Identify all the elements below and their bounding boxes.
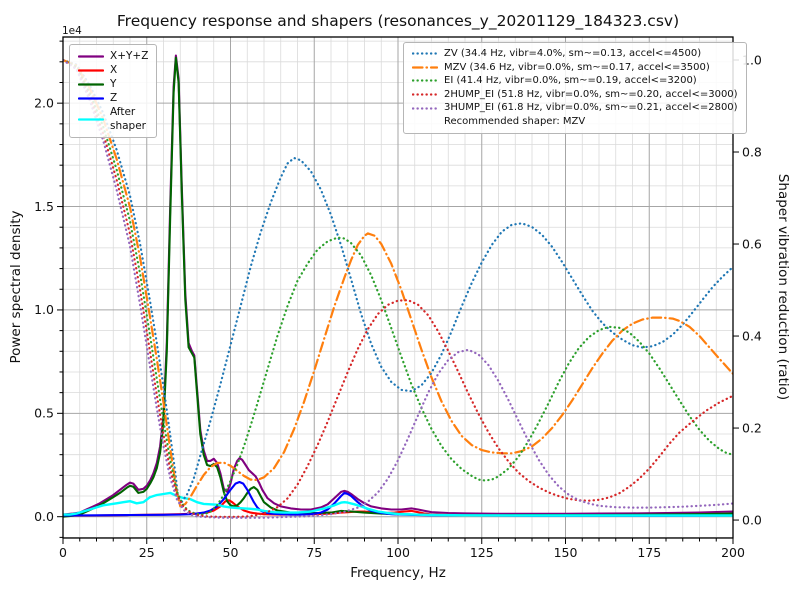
yright-tick-label: 0.2 <box>742 420 762 435</box>
x-tick-label: 25 <box>139 545 155 560</box>
yright-tick-label: 0.8 <box>742 144 762 159</box>
yright-tick-label: 0.4 <box>742 328 762 343</box>
tick-labels: 0 25 50 75 100 125 150 175 200 0.0 0.5 1.0 1.5 2.0 0.0… <box>34 52 762 560</box>
x-tick-label: 175 <box>637 545 661 560</box>
shaper-legend: ZV (34.4 Hz, vibr=4.0%, sm~=0.13, accel<… <box>403 42 747 134</box>
legend-swatch-line <box>412 66 438 69</box>
legend-item-3hump-ei: 3HUMP_EI (61.8 Hz, vibr=0.0%, sm~=0.21, … <box>412 101 738 115</box>
series-after-shaper <box>63 491 733 517</box>
x-tick-label: 50 <box>223 545 239 560</box>
legend-swatch-line <box>412 79 438 83</box>
ticks <box>57 40 739 544</box>
legend-item-x-y-z: X+Y+Z <box>78 49 148 63</box>
legend-item-label: Y <box>110 78 117 90</box>
yleft-tick-label: 2.0 <box>34 95 54 110</box>
legend-item-mzv: MZV (34.6 Hz, vibr=0.0%, sm~=0.17, accel… <box>412 61 738 75</box>
legend-item-zv: ZV (34.4 Hz, vibr=4.0%, sm~=0.13, accel<… <box>412 47 738 61</box>
yright-tick-label: 0.6 <box>742 236 762 251</box>
legend-item-label: MZV (34.6 Hz, vibr=0.0%, sm~=0.17, accel… <box>444 61 710 73</box>
yleft-tick-label: 1.0 <box>34 302 54 317</box>
x-tick-label: 125 <box>470 545 494 560</box>
yleft-tick-label: 1.5 <box>34 199 54 214</box>
yleft-offset-label: 1e4 <box>62 25 82 37</box>
legend-item-ei: EI (41.4 Hz, vibr=0.0%, sm~=0.19, accel<… <box>412 74 738 88</box>
legend-item-label: X+Y+Z <box>110 50 149 62</box>
chart-title: Frequency response and shapers (resonanc… <box>117 12 679 31</box>
legend-note-text: Recommended shaper: MZV <box>444 115 586 127</box>
legend-item-x: X <box>78 63 148 77</box>
legend-item-label: 3HUMP_EI (61.8 Hz, vibr=0.0%, sm~=0.21, … <box>444 102 738 114</box>
legend-item-label: 2HUMP_EI (51.8 Hz, vibr=0.0%, sm~=0.20, … <box>444 88 738 100</box>
yright-tick-label: 0.0 <box>742 512 762 527</box>
series-group <box>63 54 733 519</box>
legend-swatch-line <box>412 107 438 110</box>
legend-item-label: ZV (34.4 Hz, vibr=4.0%, sm~=0.13, accel<… <box>444 48 702 59</box>
yright-axis-label: Shaper vibration reduction (ratio) <box>775 174 791 400</box>
legend-item-z: Z <box>78 91 148 105</box>
legend-swatch-line <box>78 54 104 58</box>
x-tick-label: 200 <box>721 545 745 560</box>
series-x-y-z <box>63 54 733 516</box>
legend-swatch-line <box>78 96 104 100</box>
legend-swatch-line <box>78 68 104 72</box>
yright-tick-label: 1.0 <box>742 52 762 67</box>
legend-item-label: After shaper <box>110 106 147 132</box>
legend-swatch-line <box>78 117 104 121</box>
x-tick-label: 100 <box>386 545 410 560</box>
x-tick-label: 75 <box>306 545 322 560</box>
legend-swatch-line <box>412 52 438 55</box>
x-axis-label: Frequency, Hz <box>350 565 446 581</box>
legend-item-after-shaper: After shaper <box>78 105 148 133</box>
psd-legend: X+Y+Z X Y Z After shaper <box>69 44 158 138</box>
legend-swatch-line <box>412 93 438 96</box>
legend-item-label: EI (41.4 Hz, vibr=0.0%, sm~=0.19, accel<… <box>444 75 697 87</box>
yleft-tick-label: 0.5 <box>34 406 54 421</box>
legend-item-y: Y <box>78 77 148 91</box>
legend-swatch-line <box>78 82 104 86</box>
x-tick-label: 0 <box>59 545 67 560</box>
legend-note-recommended-shaper: Recommended shaper: MZV <box>412 115 738 129</box>
x-tick-label: 150 <box>554 545 578 560</box>
legend-item-2hump-ei: 2HUMP_EI (51.8 Hz, vibr=0.0%, sm~=0.20, … <box>412 88 738 102</box>
legend-item-label: X <box>110 64 118 76</box>
series-2hump-ei <box>63 58 733 518</box>
yleft-tick-label: 0.0 <box>34 509 54 524</box>
legend-item-label: Z <box>110 92 118 104</box>
yleft-axis-label: Power spectral density <box>8 210 24 363</box>
